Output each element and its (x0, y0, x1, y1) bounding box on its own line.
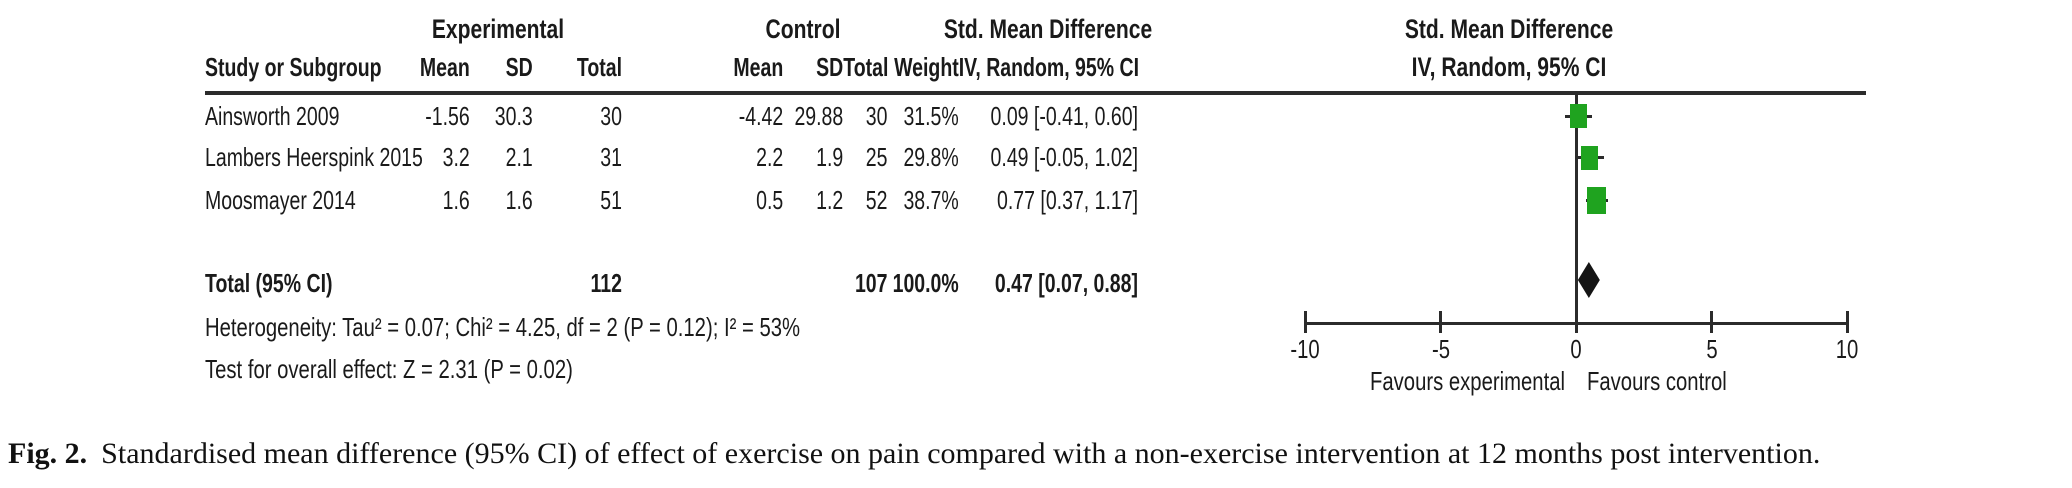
overall-effect-note: Test for overall effect: Z = 2.31 (P = 0… (205, 354, 573, 384)
cell-ctl-mean: 2.2 (756, 142, 784, 172)
col-header-ctl-mean: Mean (733, 52, 784, 82)
header-rule (205, 91, 1866, 95)
study-row: Moosmayer 2014 1.6 1.6 51 0.5 1.2 52 38.… (205, 185, 1138, 215)
total-ci: 0.47 [0.07, 0.88] (994, 268, 1138, 298)
cell-exp-sd: 2.1 (505, 142, 533, 172)
cell-study: Moosmayer 2014 (205, 185, 356, 215)
col-header-exp-total: Total (576, 52, 622, 82)
cell-exp-total: 51 (600, 185, 622, 215)
axis-tick-label: 0 (1570, 334, 1582, 364)
col-header-ci: IV, Random, 95% CI (958, 52, 1140, 82)
cell-exp-mean: -1.56 (425, 101, 470, 131)
cell-study: Lambers Heerspink 2015 (205, 142, 423, 172)
cell-exp-sd: 30.3 (494, 101, 533, 131)
cell-ctl-sd: 1.9 (816, 142, 844, 172)
col-header-exp-mean: Mean (419, 52, 470, 82)
cell-exp-mean: 3.2 (442, 142, 470, 172)
study-marker (1569, 104, 1587, 128)
axis-tick (1845, 311, 1849, 333)
group-header-smd: Std. Mean Difference (943, 14, 1153, 44)
study-marker (1580, 145, 1598, 170)
group-header-smd-plot: Std. Mean Difference (1404, 14, 1614, 44)
total-label: Total (95% CI) (205, 268, 333, 298)
axis-tick (1574, 311, 1578, 333)
col-header-weight: Weight (894, 52, 959, 82)
axis-tick-label: 5 (1705, 334, 1718, 364)
cell-ctl-mean: -4.42 (738, 101, 784, 131)
total-row: Total (95% CI) 112 107 100.0% 0.47 [0.07… (205, 268, 1138, 298)
total-diamond (1577, 262, 1600, 298)
col-header-exp-sd: SD (505, 52, 533, 82)
plot-subheader-ci: IV, Random, 95% CI (1411, 52, 1607, 82)
axis-tick (1439, 311, 1442, 333)
figure-caption-text: Standardised mean difference (95% CI) of… (101, 437, 1821, 470)
column-header-row: Study or Subgroup Mean SD Total Mean SD … (205, 52, 1140, 82)
cell-ctl-sd: 29.88 (794, 101, 844, 131)
cell-exp-mean: 1.6 (442, 185, 470, 215)
cell-study: Ainsworth 2009 (205, 101, 340, 131)
cell-exp-total: 31 (600, 142, 622, 172)
col-header-ctl-sd: SD (816, 52, 844, 82)
study-row: Ainsworth 2009 -1.56 30.3 30 -4.42 29.88… (205, 101, 1138, 131)
favours-control-label: Favours control (1587, 366, 1727, 396)
axis-tick (1303, 311, 1307, 333)
col-header-study: Study or Subgroup (205, 52, 382, 82)
favours-experimental-label: Favours experimental (1370, 366, 1565, 396)
study-marker (1587, 186, 1607, 214)
axis-tick-label: -10 (1290, 334, 1320, 364)
cell-ctl-total: 52 (865, 185, 888, 215)
cell-exp-total: 30 (600, 101, 622, 131)
heterogeneity-note: Heterogeneity: Tau² = 0.07; Chi² = 4.25,… (205, 312, 801, 342)
figure-caption: Fig. 2. Standardised mean difference (95%… (8, 437, 2066, 471)
group-header-experimental: Experimental (431, 14, 565, 44)
cell-ci: 0.09 [-0.41, 0.60] (990, 101, 1138, 131)
cell-weight: 31.5% (903, 101, 959, 131)
figure-caption-label: Fig. 2. (8, 437, 88, 470)
total-ctl-n: 107 (854, 268, 888, 298)
axis-tick-label: -5 (1431, 334, 1450, 364)
cell-weight: 38.7% (903, 185, 959, 215)
cell-ctl-total: 25 (865, 142, 888, 172)
cell-exp-sd: 1.6 (505, 185, 533, 215)
total-weight: 100.0% (892, 268, 959, 298)
cell-ctl-total: 30 (865, 101, 888, 131)
cell-ctl-sd: 1.2 (816, 185, 844, 215)
cell-ci: 0.77 [0.37, 1.17] (997, 185, 1138, 215)
cell-weight: 29.8% (903, 142, 959, 172)
cell-ctl-mean: 0.5 (756, 185, 784, 215)
group-header-control: Control (765, 14, 841, 44)
zero-line (1574, 94, 1578, 325)
axis-tick (1710, 311, 1713, 333)
total-exp-n: 112 (590, 268, 622, 298)
cell-ci: 0.49 [-0.05, 1.02] (990, 142, 1138, 172)
col-header-ctl-total: Total (843, 52, 889, 82)
axis-tick-label: 10 (1835, 334, 1859, 364)
study-row: Lambers Heerspink 2015 3.2 2.1 31 2.2 1.… (205, 142, 1138, 172)
